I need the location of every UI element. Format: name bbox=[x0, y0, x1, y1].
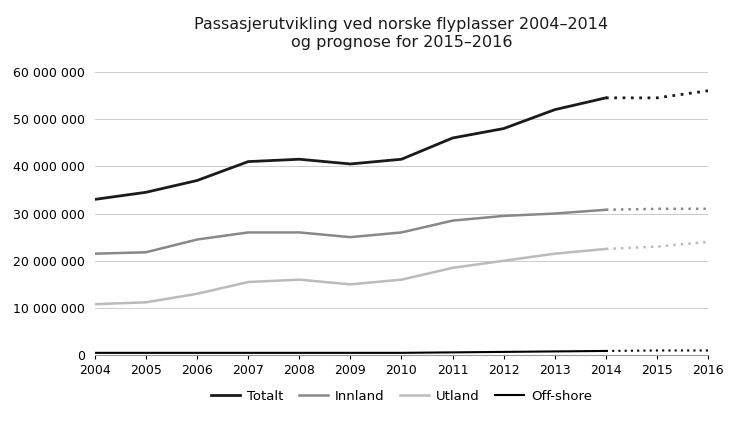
Title: Passasjerutvikling ved norske flyplasser 2004–2014
og prognose for 2015–2016: Passasjerutvikling ved norske flyplasser… bbox=[194, 17, 609, 50]
Legend: Totalt, Innland, Utland, Off-shore: Totalt, Innland, Utland, Off-shore bbox=[206, 385, 597, 408]
